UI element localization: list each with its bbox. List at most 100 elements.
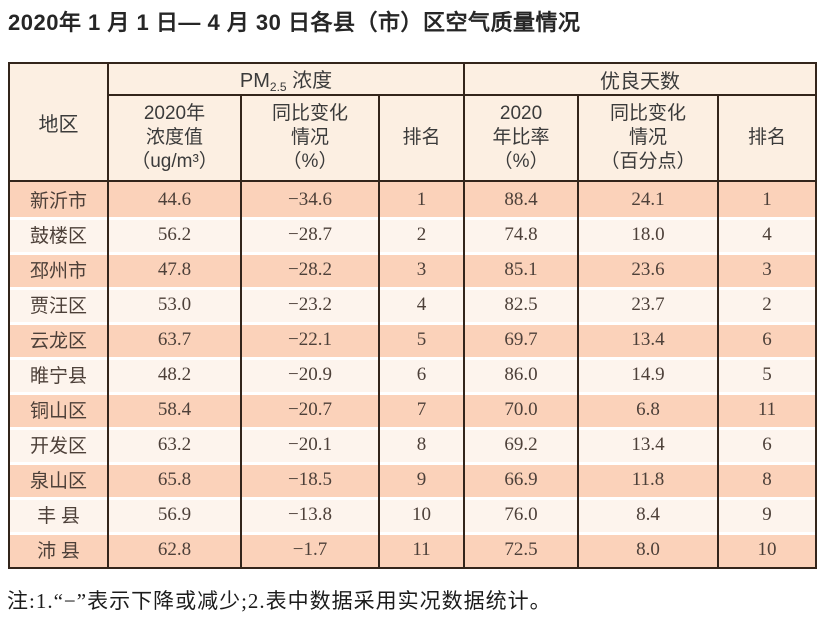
pm-rank-cell: 7	[377, 392, 466, 427]
pm-value-cell: 47.8	[107, 252, 242, 287]
pm-rank-cell: 9	[377, 462, 466, 497]
good-rank-cell: 4	[717, 217, 818, 252]
good-rate-cell: 76.0	[463, 497, 580, 532]
region-cell: 铜山区	[8, 392, 109, 427]
region-cell: 邳州市	[8, 252, 109, 287]
pm-value-cell: 62.8	[107, 532, 242, 568]
good-rate-cell: 74.8	[463, 217, 580, 252]
good-rank-cell: 10	[717, 532, 818, 568]
good-rate-cell: 70.0	[463, 392, 580, 427]
table-row: 鼓楼区 56.2 −28.7 2 74.8 18.0 4	[8, 217, 818, 252]
pm-change-cell: −18.5	[240, 462, 380, 497]
pm-value-cell: 48.2	[107, 357, 242, 392]
pm-value-cell: 63.7	[107, 322, 242, 357]
pm-rank-cell: 11	[377, 532, 466, 568]
pm25-label-prefix: PM	[239, 70, 270, 92]
good-rate-cell: 72.5	[463, 532, 580, 568]
good-rank-cell: 5	[717, 357, 818, 392]
table-header: 地区 PM2.5 浓度 优良天数 2020年 浓度值 （ug/m³） 同比变化 …	[8, 63, 818, 182]
pm-value-header: 2020年 浓度值 （ug/m³）	[107, 95, 242, 182]
pm-rank-cell: 10	[377, 497, 466, 532]
good-rank-cell: 2	[717, 287, 818, 322]
region-cell: 沛 县	[8, 532, 109, 568]
region-cell: 开发区	[8, 427, 109, 462]
sub-header-row: 2020年 浓度值 （ug/m³） 同比变化 情况 （%） 排名 2020 年比…	[9, 95, 818, 182]
pm25-group-header: PM2.5 浓度	[106, 63, 466, 96]
pm25-label-suffix: 浓度	[292, 70, 333, 92]
good-rate-header: 2020 年比率 （%）	[463, 95, 580, 182]
table-row: 云龙区 63.7 −22.1 5 69.7 13.4 6	[8, 322, 818, 357]
pm-value-cell: 56.9	[107, 497, 242, 532]
table-row: 贾汪区 53.0 −23.2 4 82.5 23.7 2	[8, 287, 818, 322]
table-body: 新沂市 44.6 −34.6 1 88.4 24.1 1 鼓楼区 56.2 −28.7 2 74.8 1…	[8, 181, 818, 568]
pm-value-cell: 63.2	[107, 427, 242, 462]
good-change-cell: 8.4	[577, 497, 720, 532]
table-row: 新沂市 44.6 −34.6 1 88.4 24.1 1	[8, 181, 818, 217]
pm-rank-cell: 2	[377, 217, 466, 252]
pm-change-cell: −28.7	[240, 217, 380, 252]
table-row: 开发区 63.2 −20.1 8 69.2 13.4 6	[8, 427, 818, 462]
pm-value-cell: 44.6	[107, 181, 242, 217]
good-change-cell: 18.0	[577, 217, 720, 252]
pm-change-cell: −20.7	[240, 392, 380, 427]
air-quality-table: 地区 PM2.5 浓度 优良天数 2020年 浓度值 （ug/m³） 同比变化 …	[8, 62, 818, 569]
pm-rank-cell: 6	[377, 357, 466, 392]
pm-rank-cell: 4	[377, 287, 466, 322]
pm-value-cell: 53.0	[107, 287, 242, 322]
good-days-group-header: 优良天数	[463, 63, 818, 96]
good-rank-cell: 6	[717, 322, 818, 357]
pm-change-cell: −1.7	[240, 532, 380, 568]
pm-rank-cell: 5	[377, 322, 466, 357]
pm-change-header: 同比变化 情况 （%）	[240, 95, 380, 182]
good-change-cell: 11.8	[577, 462, 720, 497]
region-cell: 云龙区	[8, 322, 109, 357]
pm-rank-header: 排名	[377, 95, 466, 182]
pm-change-cell: −28.2	[240, 252, 380, 287]
good-rate-cell: 66.9	[463, 462, 580, 497]
good-change-cell: 14.9	[577, 357, 720, 392]
good-rank-cell: 6	[717, 427, 818, 462]
good-rank-cell: 1	[717, 181, 818, 217]
good-change-cell: 23.6	[577, 252, 720, 287]
table-row: 铜山区 58.4 −20.7 7 70.0 6.8 11	[8, 392, 818, 427]
good-rate-cell: 86.0	[463, 357, 580, 392]
region-cell: 鼓楼区	[8, 217, 109, 252]
pm-rank-cell: 1	[377, 181, 466, 217]
table-row: 睢宁县 48.2 −20.9 6 86.0 14.9 5	[8, 357, 818, 392]
good-change-cell: 8.0	[577, 532, 720, 568]
good-rank-cell: 11	[717, 392, 818, 427]
table-row: 邳州市 47.8 −28.2 3 85.1 23.6 3	[8, 252, 818, 287]
pm-change-cell: −13.8	[240, 497, 380, 532]
pm25-label-subscript: 2.5	[269, 80, 287, 94]
good-rank-cell: 9	[717, 497, 818, 532]
good-rank-cell: 3	[717, 252, 818, 287]
pm-value-cell: 65.8	[107, 462, 242, 497]
good-rate-cell: 69.7	[463, 322, 580, 357]
region-cell: 新沂市	[8, 181, 109, 217]
region-cell: 丰 县	[8, 497, 109, 532]
good-rate-cell: 82.5	[463, 287, 580, 322]
pm-change-cell: −20.9	[240, 357, 380, 392]
footnote: 注:1.“−”表示下降或减少;2.表中数据采用实况数据统计。	[7, 589, 552, 613]
pm-rank-cell: 8	[377, 427, 466, 462]
good-rank-cell: 8	[717, 462, 818, 497]
pm-change-cell: −34.6	[240, 181, 380, 217]
good-rate-cell: 88.4	[463, 181, 580, 217]
good-change-cell: 23.7	[577, 287, 720, 322]
good-change-header: 同比变化 情况 （百分点）	[577, 95, 720, 182]
pm-rank-cell: 3	[377, 252, 466, 287]
region-column-header: 地区	[8, 63, 109, 182]
good-change-cell: 24.1	[577, 181, 720, 217]
pm-change-cell: −22.1	[240, 322, 380, 357]
pm-value-cell: 58.4	[107, 392, 242, 427]
table-row: 沛 县 62.8 −1.7 11 72.5 8.0 10	[8, 532, 818, 568]
table-row: 丰 县 56.9 −13.8 10 76.0 8.4 9	[8, 497, 818, 532]
region-cell: 贾汪区	[8, 287, 109, 322]
pm-change-cell: −23.2	[240, 287, 380, 322]
good-change-cell: 13.4	[577, 427, 720, 462]
pm-value-cell: 56.2	[107, 217, 242, 252]
good-rate-cell: 69.2	[463, 427, 580, 462]
good-rate-cell: 85.1	[463, 252, 580, 287]
good-rank-header: 排名	[717, 95, 818, 182]
region-cell: 睢宁县	[8, 357, 109, 392]
